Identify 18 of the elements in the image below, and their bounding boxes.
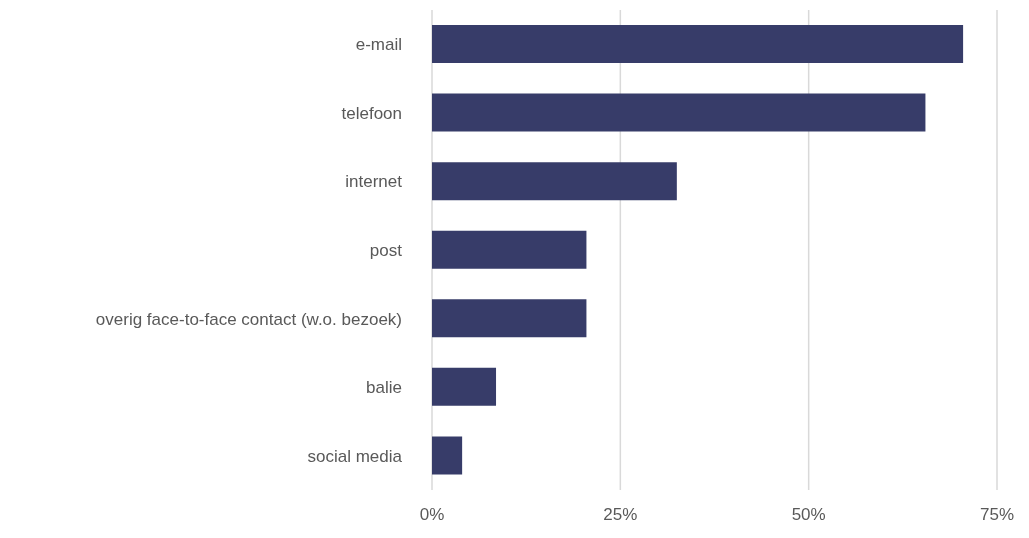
bar — [432, 93, 926, 132]
x-tick-label: 50% — [791, 505, 826, 525]
bar — [432, 162, 677, 201]
y-tick-label: internet — [345, 172, 403, 192]
y-tick-label: post — [369, 241, 403, 261]
x-tick-label: 0% — [419, 505, 445, 525]
bar — [432, 25, 964, 63]
bar — [432, 230, 587, 269]
y-tick-label: social media — [307, 446, 403, 466]
y-tick-label: telefoon — [341, 103, 402, 123]
y-tick-label: overig face-to-face contact (w.o. bezoek) — [95, 309, 402, 329]
y-tick-label: balie — [366, 378, 402, 398]
x-tick-label: 25% — [603, 505, 638, 525]
bar — [432, 299, 587, 338]
bar — [432, 367, 497, 406]
y-tick-label: e-mail — [355, 35, 402, 55]
bar — [432, 436, 463, 475]
x-tick-label: 75% — [979, 505, 1015, 525]
